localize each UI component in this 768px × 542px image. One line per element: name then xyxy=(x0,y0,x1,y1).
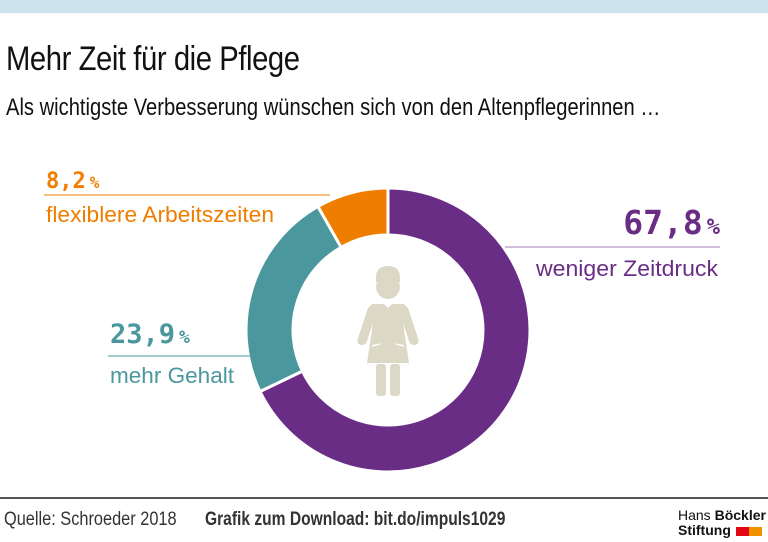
top-bar xyxy=(0,0,768,13)
footer-divider xyxy=(0,497,768,499)
donut-chart: 8,2% flexiblere Arbeitszeiten 23,9% mehr… xyxy=(44,169,721,474)
value-label-zeitdruck: 67,8% xyxy=(623,203,720,242)
value-label-gehalt: 23,9% xyxy=(110,319,190,350)
logo-red-square-icon xyxy=(735,526,749,536)
category-label-zeitdruck: weniger Zeitdruck xyxy=(535,256,719,281)
source-text: Quelle: Schroeder 2018 xyxy=(4,509,177,530)
donut-slice-mehr-gehalt xyxy=(244,204,344,394)
value-label-flexible: 8,2% xyxy=(46,169,100,194)
download-link[interactable]: Grafik zum Download: bit.do/impuls1029 xyxy=(205,509,506,530)
hans-boeckler-logo: Hans Böckler Stiftung xyxy=(678,508,766,538)
category-label-gehalt: mehr Gehalt xyxy=(110,363,234,388)
logo-text-hans: Hans xyxy=(678,507,711,523)
donut-slice-flexiblere-arbeitszeiten xyxy=(315,186,390,250)
page-subtitle: Als wichtigste Verbesserung wünschen sic… xyxy=(6,94,661,121)
logo-text-boeckler: Böckler xyxy=(714,507,766,523)
logo-orange-square-icon xyxy=(748,526,762,536)
nurse-icon xyxy=(357,266,419,396)
donut-slice-weniger-zeitdruck xyxy=(258,186,532,474)
page-title: Mehr Zeit für die Pflege xyxy=(6,40,300,78)
category-label-flexible: flexiblere Arbeitszeiten xyxy=(46,202,274,227)
logo-text-stiftung: Stiftung xyxy=(678,522,731,538)
